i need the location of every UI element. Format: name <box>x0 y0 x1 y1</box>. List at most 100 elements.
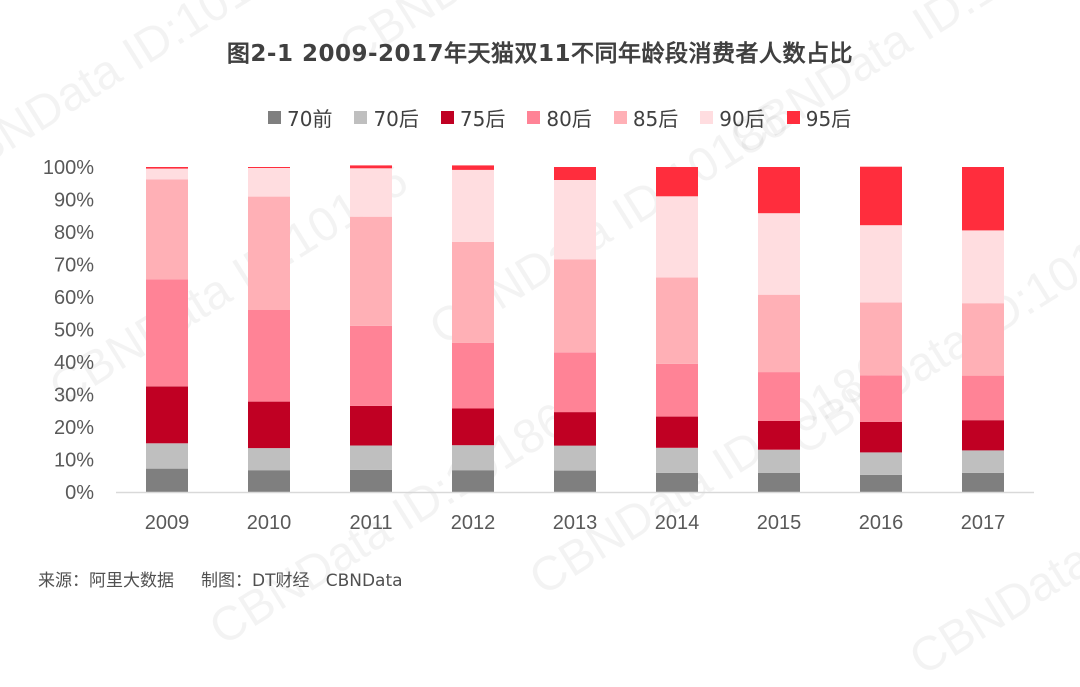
bar-segment <box>758 420 800 450</box>
bar-segment <box>554 352 596 413</box>
legend-item: 95后 <box>786 103 852 132</box>
legend-swatch <box>268 110 281 124</box>
legend-label: 70后 <box>373 106 419 131</box>
legend-label: 90后 <box>719 106 765 131</box>
legend-label: 80后 <box>546 106 592 131</box>
legend-item: 70后 <box>354 103 419 132</box>
bar-segment <box>350 325 392 406</box>
legend-label: 70前 <box>287 106 333 131</box>
y-tick-label: 100% <box>43 157 94 179</box>
bar-segment <box>860 474 902 492</box>
legend-swatch <box>354 110 368 124</box>
bar-segment <box>350 405 392 446</box>
stacked-bar-chart: 0% 10% 20% 30% 40% 50% 60% 70% 80% 90% 100% 2009 201… <box>43 157 1034 534</box>
legend-swatch <box>613 110 627 124</box>
legend-swatch <box>786 110 800 124</box>
x-tick-label: 2010 <box>247 512 292 534</box>
bar-segment <box>962 472 1004 492</box>
legend-swatch <box>527 110 541 124</box>
y-tick-label: 20% <box>54 417 94 439</box>
legend-swatch <box>700 110 714 124</box>
bar-segment <box>656 167 698 197</box>
y-tick-label: 30% <box>54 385 94 407</box>
legend-item: 80后 <box>527 103 592 132</box>
bar-segment <box>860 452 902 475</box>
x-tick-label: 2015 <box>757 512 802 534</box>
bar-segment <box>452 445 494 471</box>
y-tick-label: 60% <box>54 287 94 309</box>
legend-label: 95后 <box>805 106 852 131</box>
bar-segment <box>350 165 392 169</box>
bar-segment <box>554 412 596 446</box>
bar-segment <box>758 294 800 372</box>
bar-segment <box>146 167 188 169</box>
bar-segment <box>248 470 290 492</box>
bar-segment <box>656 277 698 364</box>
legend-item: 75后 <box>440 103 506 132</box>
bar-segment <box>656 196 698 278</box>
bar-segment <box>656 472 698 492</box>
y-tick-label: 70% <box>54 255 94 277</box>
legend-item: 85后 <box>613 103 679 132</box>
bar-segment <box>146 443 188 469</box>
bar-segment <box>860 166 902 226</box>
legend-label: 75后 <box>459 106 506 131</box>
bar-segment <box>146 168 188 180</box>
bar-segment <box>350 168 392 217</box>
legend-item: 90后 <box>700 103 765 132</box>
bar-segment <box>758 472 800 492</box>
y-tick-label: 90% <box>54 190 94 212</box>
bar-segment <box>860 225 902 303</box>
bar-segment <box>248 168 290 197</box>
bar-segment <box>248 310 290 402</box>
bar-segment <box>248 448 290 471</box>
bar-segment <box>452 408 494 446</box>
bar-segment <box>452 342 494 409</box>
bar-segment <box>350 469 392 492</box>
bar-segment <box>452 470 494 492</box>
bar-segment <box>554 259 596 353</box>
bar-segment <box>962 450 1004 473</box>
bar-segment <box>860 421 902 453</box>
bar-segment <box>554 445 596 471</box>
bar-segment <box>554 470 596 492</box>
made-by-label: 制图：DT财经 CBNData <box>201 571 403 591</box>
bar-segment <box>452 169 494 242</box>
source-label: 来源：阿里大数据 <box>38 571 174 591</box>
chart-title: 图2-1 2009-2017年天猫双11不同年龄段消费者人数占比 <box>226 41 854 67</box>
legend-item: 70前 <box>268 103 332 132</box>
bar-segment <box>758 167 800 214</box>
bar-segment <box>248 196 290 310</box>
bar-segment <box>962 420 1004 451</box>
bar-segment <box>248 167 290 168</box>
bar-segment <box>860 302 902 376</box>
y-tick-label: 10% <box>54 450 94 472</box>
y-tick-label: 50% <box>54 320 94 342</box>
bar-segment <box>452 241 494 343</box>
legend-label: 85后 <box>632 106 679 131</box>
x-tick-label: 2013 <box>553 512 598 534</box>
bar-segment <box>248 401 290 449</box>
bar-segment <box>350 445 392 470</box>
x-tick-label: 2011 <box>349 512 392 534</box>
y-tick-label: 80% <box>54 222 94 244</box>
bar-segment <box>554 167 596 180</box>
bar-segment <box>962 375 1004 421</box>
bar-segment <box>962 230 1004 304</box>
bar-segment <box>554 180 596 260</box>
bar-segment <box>146 468 188 492</box>
bar-segment <box>656 363 698 417</box>
bar-segment <box>860 375 902 422</box>
bar-segment <box>146 386 188 444</box>
bar-segment <box>146 279 188 387</box>
x-tick-label: 2012 <box>451 512 496 534</box>
bar-segment <box>656 447 698 473</box>
bar-segment <box>146 179 188 280</box>
x-tick-label: 2016 <box>859 512 904 534</box>
bar-segment <box>350 216 392 326</box>
bar-segment <box>758 449 800 473</box>
source-note: 来源：阿里大数据 制图：DT财经 CBNData <box>38 566 403 591</box>
x-tick-label: 2017 <box>961 512 1006 534</box>
y-tick-label: 0% <box>65 482 94 504</box>
bar-segment <box>452 165 494 170</box>
